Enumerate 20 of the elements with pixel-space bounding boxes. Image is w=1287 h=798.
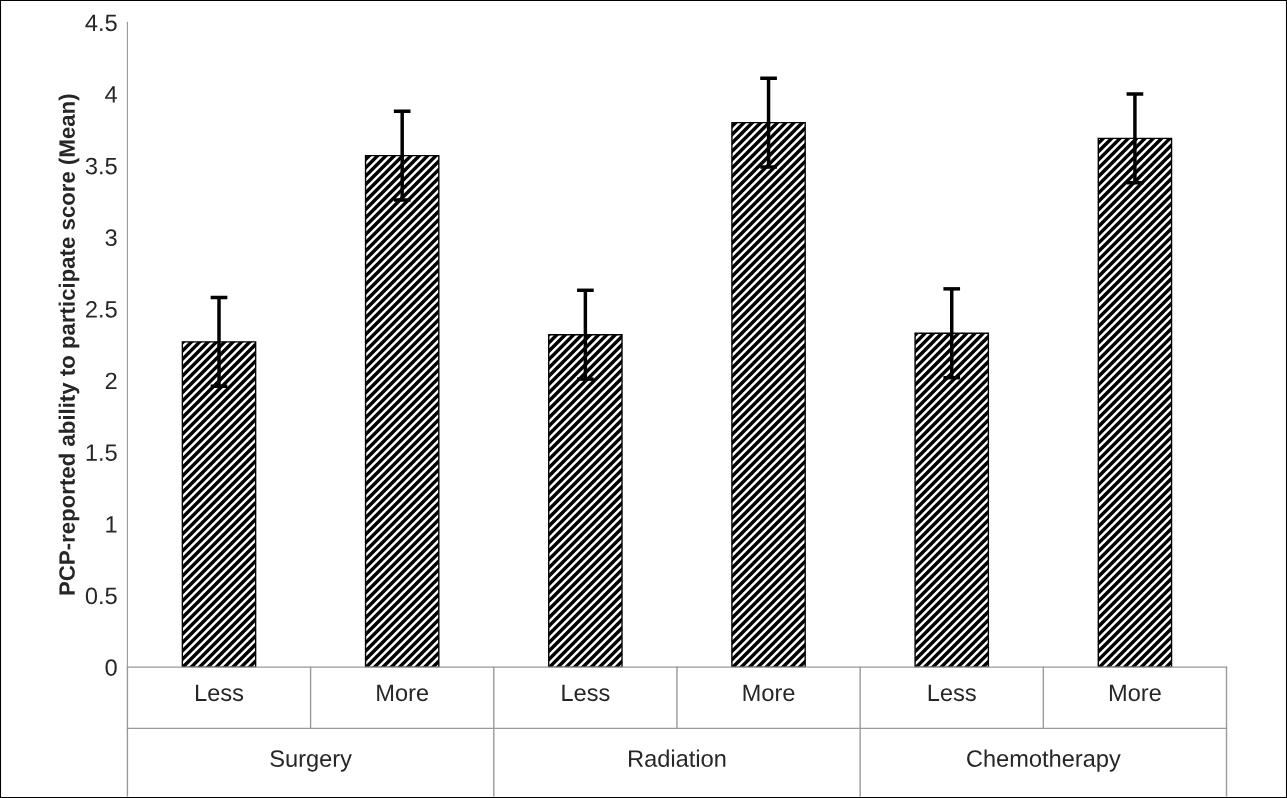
y-tick-label: 3 xyxy=(105,229,117,247)
y-tick-label: 2.5 xyxy=(86,300,117,318)
x-tick-label: Less xyxy=(928,684,976,702)
text: Radiation xyxy=(629,749,726,767)
y-tick-label: 3.5 xyxy=(85,157,117,175)
y-tick-label: 0 xyxy=(105,659,117,676)
y-axis-title: PCP-reported ability to participate score (Mean) xyxy=(58,94,80,595)
y-tick-label: 1.5 xyxy=(86,444,117,461)
y-tick-label: 0.5 xyxy=(85,587,117,605)
x-tick-label: Less xyxy=(562,684,610,702)
x-tick-label: Less xyxy=(196,684,244,702)
y-tick-label: 4 xyxy=(105,86,117,103)
y-tick-label: 4.5 xyxy=(85,14,117,32)
text: Surgery xyxy=(270,750,352,772)
x-tick-label: More xyxy=(1109,684,1161,702)
y-tick-label: 1 xyxy=(106,516,117,533)
x-tick-label: More xyxy=(743,684,795,702)
y-tick-label: 2 xyxy=(105,372,117,390)
x-tick-label: More xyxy=(377,684,429,702)
text: Chemotherapy xyxy=(967,749,1121,772)
